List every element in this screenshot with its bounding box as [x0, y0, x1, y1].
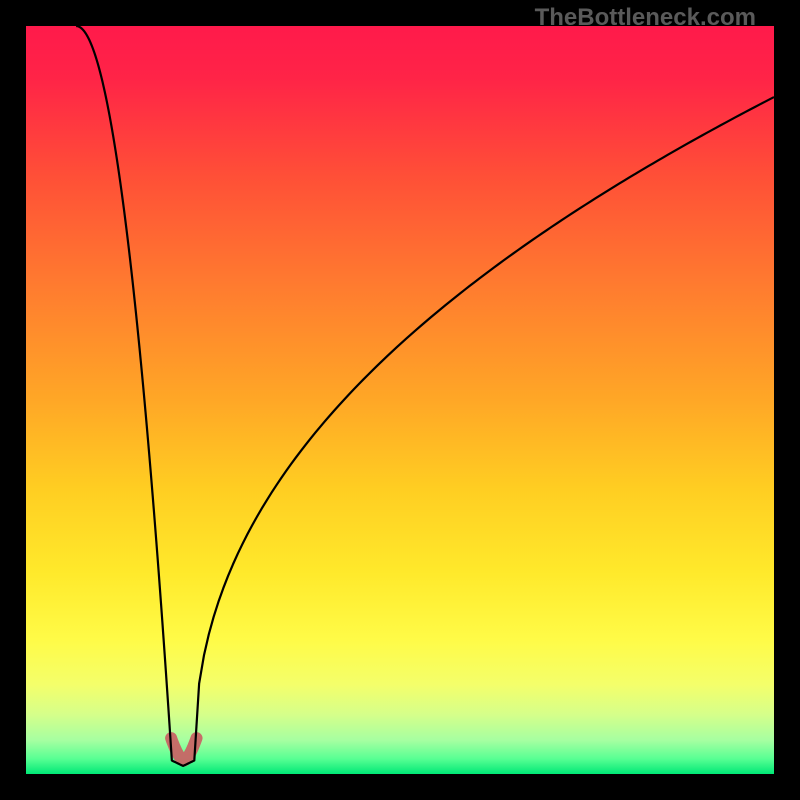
plot-area [26, 26, 774, 774]
watermark-text: TheBottleneck.com [535, 4, 756, 32]
chart-frame: TheBottleneck.com [0, 0, 800, 800]
bottleneck-curve [26, 26, 774, 774]
minimum-marker [171, 738, 196, 760]
curve-line [76, 26, 774, 766]
